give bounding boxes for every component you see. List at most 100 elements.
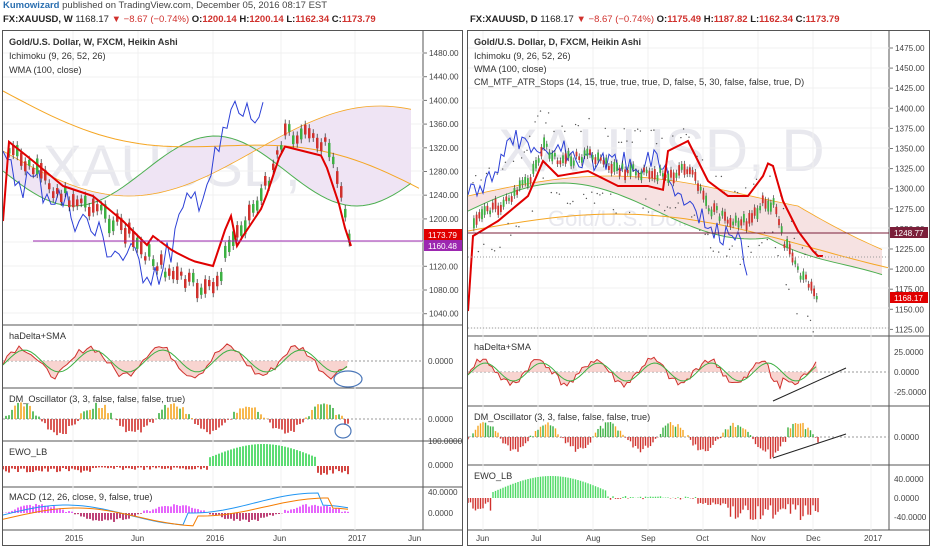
right-ewo-title[interactable]: EWO_LB [474, 471, 512, 481]
right-chart[interactable]: XAUUSD, D Gold/U.S. Dollar Gold/U.S. Dol… [467, 30, 930, 546]
candle-body [164, 271, 167, 278]
candle-body [36, 158, 39, 175]
candle-body [640, 171, 643, 181]
right-change: −8.67 (−0.74%) [588, 14, 655, 25]
candle-body [778, 219, 780, 226]
candle-body [280, 145, 283, 150]
atr-stop-dot [607, 135, 609, 137]
atr-stop-dot [539, 110, 542, 112]
candle-body [24, 161, 27, 172]
left-chart[interactable]: XAUUSD, W Gold/U.S. Dollar, W, FXCM, Hei… [2, 30, 463, 546]
trendline[interactable] [772, 433, 847, 459]
price-tick: 1480.00 [429, 49, 459, 58]
candle-body [332, 156, 335, 165]
atr-stop-dot [739, 263, 741, 266]
candle-body [32, 168, 35, 175]
left-ewo-title[interactable]: EWO_LB [9, 447, 47, 457]
left-hadelta-title[interactable]: haDelta+SMA [9, 331, 67, 341]
right-price-axis[interactable]: 1475.00 1450.00 1425.00 1400.00 1375.00 1350.… [890, 44, 925, 334]
candle-body [478, 212, 481, 219]
left-macd-histogram [3, 503, 349, 523]
atr-stop-dot [518, 226, 520, 228]
right-study-ichimoku[interactable]: Ichimoku (9, 26, 52, 26) [474, 51, 571, 61]
candle-body [572, 160, 575, 166]
candle-body [521, 179, 524, 185]
left-study-wma[interactable]: WMA (100, close) [9, 65, 82, 75]
atr-stop-dot [604, 127, 606, 130]
atr-stop-dot [493, 250, 496, 252]
atr-stop-dot [577, 124, 579, 127]
atr-stop-dot [537, 115, 539, 117]
candle-body [228, 239, 231, 253]
time-label: 2017 [348, 534, 367, 543]
left-macd-tick: 0.0000 [428, 509, 453, 518]
candle-body [296, 135, 299, 144]
candle-body [737, 220, 740, 228]
right-dmosc-title[interactable]: DM_Oscillator (3, 3, false, false, false… [474, 412, 650, 422]
left-symbol[interactable]: FX:XAUUSD, W [3, 14, 73, 25]
left-study-main[interactable]: Gold/U.S. Dollar, W, FXCM, Heikin Ashi [9, 37, 178, 47]
candle-body [518, 180, 521, 189]
atr-stop-dot [477, 250, 480, 253]
right-ewo-tick: 40.0000 [894, 475, 924, 484]
atr-stop-dot [661, 137, 663, 139]
candle-body [699, 186, 702, 191]
price-tick: 1350.00 [895, 145, 925, 154]
candle-body [52, 191, 55, 198]
atr-stop-dot [672, 135, 674, 137]
left-macd-title[interactable]: MACD (12, 26, close, 9, false, true) [9, 492, 152, 502]
atr-stop-dot [556, 192, 558, 194]
left-study-ichimoku[interactable]: Ichimoku (9, 26, 52, 26) [9, 51, 106, 61]
price-tick: 1425.00 [895, 84, 925, 93]
candle-body [691, 170, 694, 175]
atr-stop-dot [580, 130, 582, 133]
price-tick: 1120.00 [429, 262, 458, 271]
candle-body [597, 152, 599, 161]
atr-stop-dot [807, 315, 809, 317]
candle-body [340, 186, 343, 198]
candle-body [216, 275, 219, 287]
right-study-main[interactable]: Gold/U.S. Dollar, D, FXCM, Heikin Ashi [474, 37, 641, 47]
candle-body [304, 124, 307, 135]
right-last-price: 1168.17 [540, 14, 574, 25]
left-chart-svg[interactable]: XAUUSD, W Gold/U.S. Dollar, W, FXCM, Hei… [3, 31, 462, 545]
time-label: Jun [408, 534, 422, 543]
candle-body [104, 204, 107, 219]
atr-stop-dot [472, 182, 474, 184]
right-study-atr[interactable]: CM_MTF_ATR_Stops (14, 15, true, true, tr… [474, 77, 804, 87]
atr-stop-dot [750, 251, 752, 254]
candle-body [805, 274, 807, 280]
atr-stop-dot [585, 197, 588, 200]
candle-body [236, 225, 239, 238]
left-dmosc-title[interactable]: DM_Oscillator (3, 3, false, false, false… [9, 394, 185, 404]
candle-body [683, 163, 686, 175]
author-link[interactable]: Kumowizard [3, 0, 60, 11]
time-label: Aug [586, 534, 601, 543]
atr-stop-dot [515, 225, 517, 227]
candle-body [92, 198, 95, 213]
candle-body [813, 288, 815, 297]
right-chart-svg[interactable]: XAUUSD, D Gold/U.S. Dollar Gold/U.S. Dol… [468, 31, 929, 545]
right-symbol[interactable]: FX:XAUUSD, D [470, 14, 538, 25]
candle-body [705, 195, 707, 206]
candle-body [697, 183, 699, 191]
right-study-wma[interactable]: WMA (100, close) [474, 64, 547, 74]
candle-body [156, 266, 159, 271]
right-hadelta-title[interactable]: haDelta+SMA [474, 342, 532, 352]
right-ewo-tick: -40.0000 [894, 513, 927, 522]
candle-body [559, 160, 562, 165]
candle-body [556, 160, 559, 165]
candle-body [68, 200, 71, 208]
left-price-axis[interactable]: 1480.00 1440.00 1400.00 1360.00 1320.00 1280.… [424, 49, 459, 319]
atr-stop-dot [612, 208, 615, 211]
atr-stop-dot [655, 142, 658, 145]
candle-body [602, 160, 605, 165]
right-hadelta-tick: 25.0000 [894, 348, 924, 357]
atr-stop-dot [788, 288, 790, 291]
price-tick: 1125.00 [895, 325, 924, 334]
candle-body [815, 296, 818, 300]
trendline[interactable] [772, 367, 847, 402]
right-hadelta-sma [468, 362, 817, 382]
candle-body [753, 207, 756, 216]
candle-body [180, 271, 183, 276]
